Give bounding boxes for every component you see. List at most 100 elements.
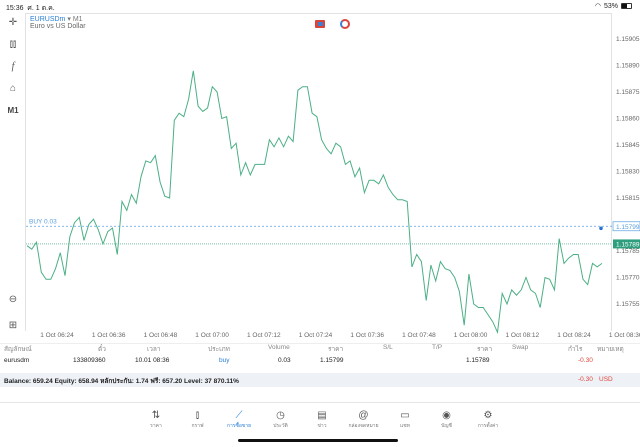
battery-percent: 53% (603, 2, 618, 10)
trade-icon: ⟋ (235, 410, 243, 421)
nav-label: บัญชี (441, 423, 452, 429)
x-tick-label: 1 Oct 06:48 (144, 332, 178, 339)
y-tick-label: 1.15755 (616, 301, 640, 308)
add-icon[interactable]: ⊞ (8, 320, 18, 331)
nav-news[interactable]: ▤ ข่าว (302, 409, 342, 430)
nav-account[interactable]: ◉ บัญชี (427, 409, 467, 430)
col-ticket: ตั๋ว (98, 346, 106, 353)
position-open-price: 1.15799 (320, 357, 344, 364)
currency: USD (599, 376, 613, 383)
y-tick-label: 1.15785 (616, 248, 640, 255)
candles-icon[interactable]: ⫾⫾ (9, 39, 17, 50)
nav-label: ประวัติ (273, 423, 288, 429)
crosshair-icon[interactable]: ✛ (8, 17, 18, 28)
symbol-description: Euro vs US Dollar (30, 23, 86, 30)
battery-icon (621, 3, 632, 9)
x-tick-label: 1 Oct 08:00 (454, 332, 488, 339)
account-summary: Balance: 659.24 Equity: 658.94 หลักประกั… (0, 373, 640, 387)
col-profit: กำไร (568, 346, 583, 353)
home-indicator (238, 439, 398, 442)
bid-price-label: 1.15789 (616, 241, 640, 248)
col-tp: T/P (432, 344, 443, 351)
x-tick-label: 1 Oct 06:24 (40, 332, 74, 339)
x-tick-label: 1 Oct 07:12 (247, 332, 281, 339)
depth-icon[interactable] (340, 19, 350, 29)
position-type: buy (219, 357, 230, 364)
trade-price-tag (612, 221, 640, 232)
symbol-selector[interactable]: EURUSDm ▾ M1 (30, 16, 83, 23)
x-tick-label: 1 Oct 08:36 (609, 332, 640, 339)
col-swap: Swap (512, 344, 529, 351)
news-icon: ▤ (317, 410, 327, 421)
nav-settings[interactable]: ⚙ การตั้งค่า (468, 409, 508, 430)
price-series-line (26, 70, 603, 335)
col-volume: Volume (268, 344, 290, 351)
quotes-icon: ⇅ (151, 410, 161, 421)
wifi-icon: ◠ (594, 3, 601, 10)
position-time: 10.01 08:36 (135, 357, 170, 364)
y-tick-label: 1.15875 (616, 89, 640, 96)
positions-header: สัญลักษณ์ ตั๋ว เวลา ประเภท Volume ราคา S… (0, 343, 640, 355)
position-price: 1.15789 (466, 357, 490, 364)
bid-price-tag (613, 239, 640, 249)
nav-quotes[interactable]: ⇅ ราคา (136, 409, 176, 430)
history-icon: ◷ (276, 410, 285, 421)
col-symbol: สัญลักษณ์ (4, 346, 32, 353)
y-tick-label: 1.15890 (616, 63, 640, 70)
nav-label: ข่าว (317, 423, 327, 429)
settings-icon: ⚙ (483, 410, 493, 421)
bottom-nav: ⇅ ราคา ⫾ กราฟ ⟋ การซื้อขาย ◷ ประวัติ ▤ ข่าว @ กล่อง… (0, 402, 640, 432)
nav-label: กราฟ (191, 423, 204, 429)
period-button[interactable]: M1 (7, 106, 19, 115)
one-click-trading-icon[interactable] (315, 20, 325, 28)
trade-line-label: BUY 0.03 (29, 218, 57, 225)
nav-label: แชท (400, 423, 410, 429)
account-icon: ◉ (442, 410, 451, 421)
price-chart: 1.15905 1.15890 1.15875 1.15860 1.15845 1.158… (26, 36, 640, 339)
x-tick-label: 1 Oct 07:36 (350, 332, 384, 339)
zoom-icon[interactable]: ⊖ (8, 294, 18, 305)
col-time: เวลา (147, 346, 161, 353)
x-tick-label: 1 Oct 08:24 (557, 332, 591, 339)
nav-chart[interactable]: ⫾ กราฟ (178, 409, 218, 430)
shapes-icon[interactable]: ⌂ (9, 83, 17, 94)
nav-chat[interactable]: ▭ แชท (385, 409, 425, 430)
status-right: ◠ 53% (595, 2, 632, 10)
nav-label: การตั้งค่า (477, 423, 499, 429)
position-profit: -0.30 (578, 357, 593, 364)
chat-icon: ▭ (400, 410, 410, 421)
position-volume: 0.03 (278, 357, 291, 364)
col-sl: S/L (383, 344, 393, 351)
trade-price-label: 1.15799 (616, 224, 640, 231)
y-tick-label: 1.15830 (616, 169, 640, 176)
nav-label: การซื้อขาย (226, 423, 252, 429)
x-tick-label: 1 Oct 07:24 (299, 332, 333, 339)
y-tick-label: 1.15905 (616, 36, 640, 43)
col-type: ประเภท (208, 346, 230, 353)
trade-marker (599, 226, 603, 231)
x-tick-label: 1 Oct 07:00 (195, 332, 229, 339)
nav-trade[interactable]: ⟋ การซื้อขาย (219, 409, 259, 430)
status-time: 15:36 ศ. 1 ต.ค. (6, 5, 55, 12)
nav-label: กล่องจดหมาย (348, 423, 379, 429)
chart-area[interactable] (25, 13, 612, 331)
total-profit: -0.30 (578, 376, 593, 383)
col-price: ราคา (477, 346, 493, 353)
position-symbol: eurusdm (4, 357, 30, 364)
y-tick-label: 1.15845 (616, 142, 640, 149)
nav-label: ราคา (150, 423, 162, 429)
nav-mail[interactable]: @ กล่องจดหมาย (344, 409, 384, 430)
status-bar: 15:36 ศ. 1 ต.ค. ◠ 53% (0, 0, 640, 12)
function-icon[interactable]: f (11, 61, 15, 72)
nav-history[interactable]: ◷ ประวัติ (261, 409, 301, 430)
y-tick-label: 1.15815 (616, 195, 640, 202)
col-comment: หมายเหตุ (597, 346, 624, 353)
x-tick-label: 1 Oct 06:36 (92, 332, 126, 339)
mail-icon: @ (358, 410, 369, 421)
position-ticket: 133809360 (73, 357, 106, 364)
y-tick-label: 1.15770 (616, 275, 640, 282)
y-tick-label: 1.15860 (616, 116, 640, 123)
balance-summary: Balance: 659.24 Equity: 658.94 หลักประกั… (4, 378, 239, 385)
position-row[interactable]: eurusdm 133809360 10.01 08:36 buy 0.03 1… (0, 357, 640, 371)
x-tick-label: 1 Oct 08:12 (505, 332, 539, 339)
